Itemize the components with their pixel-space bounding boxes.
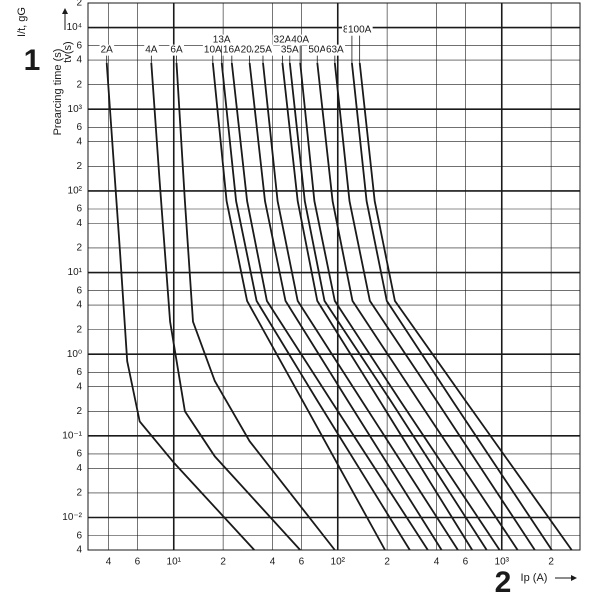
fuse-curve: [211, 62, 386, 551]
curve-label: 2A: [101, 45, 114, 56]
fuse-curve: [150, 62, 301, 551]
y-tick-label: 2: [76, 243, 82, 254]
fuse-curve: [288, 62, 488, 551]
fuse-curve: [281, 62, 473, 551]
y-tick-label: 4: [76, 463, 82, 474]
y-tick-label: 4: [76, 300, 82, 311]
y-tick-label: 4: [76, 55, 82, 66]
x-tick-label: 2: [384, 557, 390, 568]
fuse-curve: [262, 62, 459, 551]
curve-label-bg: [307, 44, 328, 56]
y-tick-label: 6: [76, 449, 82, 460]
fuse-curve: [299, 62, 501, 551]
x-tick-label: 10²: [331, 557, 346, 568]
y-tick-label: 6: [76, 530, 82, 541]
fuse-curve: [316, 62, 519, 551]
fuse-curve: [105, 62, 255, 551]
curve-label: 6A: [170, 45, 183, 56]
corner-label: I/t, gG: [16, 7, 28, 37]
y-tick-label: 10⁰: [67, 349, 82, 360]
fuse-curve: [220, 62, 411, 551]
curve-label-bg: [221, 44, 243, 56]
y-tick-label: 10¹: [68, 267, 83, 278]
y-tick-label: 4: [76, 136, 82, 147]
y-tick-label: 2: [76, 161, 82, 172]
curve-label-bg: [239, 44, 260, 56]
x-tick-label: 4: [270, 557, 276, 568]
curve-label-bg: [99, 44, 115, 56]
curve-label: 63A: [326, 45, 344, 56]
curve-label-bg: [290, 34, 311, 46]
x-label: Ip (A): [521, 572, 548, 584]
y-tick-label: 10⁻¹: [62, 430, 82, 441]
curve-label: 4A: [145, 45, 158, 56]
fuse-curve: [351, 62, 553, 551]
x-tick-label: 10¹: [167, 557, 182, 568]
curve-label: 40A: [291, 35, 309, 46]
curve-label-bg: [169, 44, 184, 56]
y-marker: 1: [24, 44, 41, 77]
x-tick-label: 10³: [495, 557, 510, 568]
fuse-curve: [175, 62, 336, 551]
curve-label: 35A: [281, 45, 299, 56]
curve-label: 50A: [308, 45, 326, 56]
curve-label-bg: [272, 34, 293, 46]
x-tick-label: 2: [548, 557, 554, 568]
y-tick-label: 10⁴: [67, 22, 82, 33]
plot-frame: [87, 2, 581, 551]
x-tick-label: 4: [106, 557, 112, 568]
curve-label-bg: [253, 44, 274, 56]
curve-label-bg: [346, 24, 373, 36]
y-tick-label: 6: [76, 122, 82, 133]
y-arrow-head: [62, 8, 68, 14]
y-tick-label: 6: [76, 285, 82, 296]
y-tick-label: 4: [76, 545, 82, 556]
curve-label: 16A: [223, 45, 241, 56]
y-tick-label: 2: [76, 488, 82, 499]
y-tick-label: 10²: [68, 186, 83, 197]
x-tick-label: 6: [463, 557, 469, 568]
curve-label-bg: [144, 44, 159, 56]
y-tick-label: 6: [76, 367, 82, 378]
y-tick-label: 4: [76, 218, 82, 229]
curve-label-bg: [211, 34, 232, 46]
curve-label: 13A: [213, 35, 231, 46]
fuse-curve: [333, 62, 536, 551]
x-tick-label: 6: [135, 557, 141, 568]
curve-label-bg: [324, 44, 346, 56]
curve-label: 10A: [204, 45, 222, 56]
x-marker: 2: [495, 566, 512, 599]
y-tick-label: 10⁻²: [62, 512, 82, 523]
fuse-curve: [358, 62, 573, 551]
curve-label: 100A: [348, 25, 372, 36]
y-label: Prearcing time (s): [52, 49, 64, 136]
y-tick-label: 2: [76, 0, 82, 9]
curve-label: 20A: [241, 45, 259, 56]
x-tick-label: 4: [434, 557, 440, 568]
y-tick-label: 10³: [68, 104, 83, 115]
y-tick-label: 4: [76, 381, 82, 392]
y-tick-label: 2: [76, 324, 82, 335]
curve-label-bg: [279, 44, 301, 56]
y-tick-label: 2: [76, 79, 82, 90]
curve-label-bg: [202, 44, 224, 56]
x-arrow-head: [571, 575, 577, 581]
curve-label: 32A: [274, 35, 292, 46]
fuse-curve: [230, 62, 429, 551]
x-tick-label: 2: [220, 557, 226, 568]
x-tick-label: 6: [299, 557, 305, 568]
fuse-curve: [248, 62, 443, 551]
curve-label: 25A: [254, 45, 272, 56]
y-tick-label: 6: [76, 204, 82, 215]
y-tick-label: 6: [76, 40, 82, 51]
y-unit: tv(s): [62, 41, 74, 62]
y-tick-label: 2: [76, 406, 82, 417]
